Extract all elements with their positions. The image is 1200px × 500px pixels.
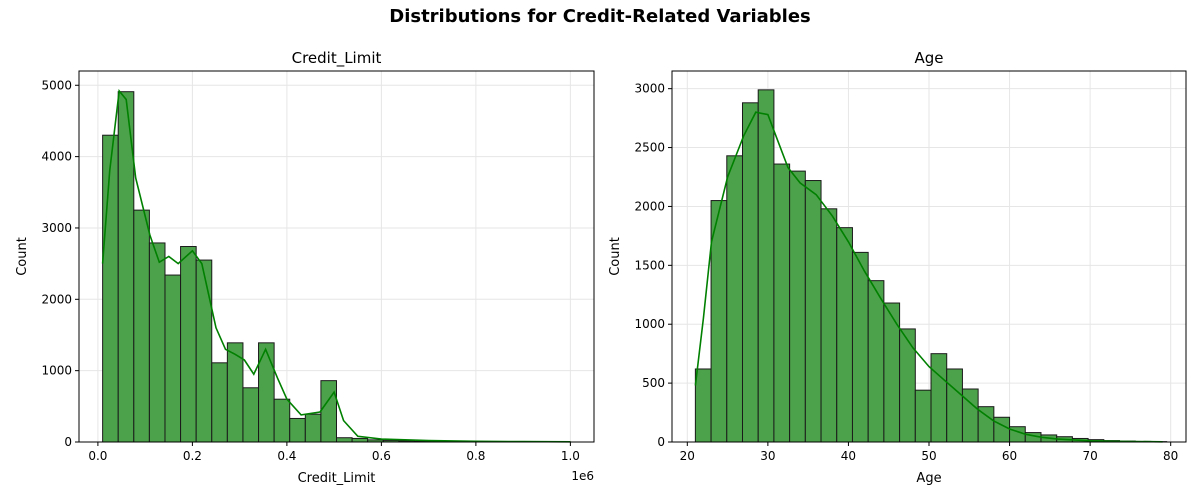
kde-line: [694, 111, 1163, 443]
histogram-bar: [836, 227, 853, 443]
histogram-bar: [211, 362, 228, 443]
histogram-bar: [726, 155, 743, 443]
histogram-bar: [820, 208, 838, 443]
figure-title: Distributions for Credit-Related Variabl…: [389, 6, 811, 27]
x-tick-label: 1.0: [561, 449, 580, 463]
kde-line: [101, 89, 571, 443]
subplot-title: Credit_Limit: [292, 49, 382, 68]
y-tick-label: 2000: [634, 199, 665, 213]
histogram-bar: [195, 259, 213, 443]
y-tick-label: 4000: [41, 150, 72, 164]
x-tick-label: 0.2: [183, 449, 202, 463]
histogram-bar: [320, 380, 338, 443]
histogram-bar: [304, 413, 322, 443]
subplot-0: 0.0 0.2 0.4 0.6 0.8 1.0 0 1000 2000 3000 4000 5000 1…: [15, 49, 595, 486]
y-tick-label: 5000: [41, 78, 72, 92]
histogram-bar: [946, 368, 963, 443]
histogram-bar: [289, 417, 306, 443]
histogram-bar: [741, 102, 759, 443]
histogram-bar: [867, 280, 885, 443]
histogram-bar: [773, 163, 791, 443]
histogram-bar: [102, 134, 119, 443]
x-tick-label: 0.6: [372, 449, 391, 463]
histogram-bar: [180, 246, 197, 443]
x-tick-label: 70: [1082, 449, 1097, 463]
y-axis-label: Count: [608, 237, 623, 276]
x-tick-label: 0.8: [466, 449, 485, 463]
histogram-bar: [164, 274, 182, 443]
y-tick-label: 3000: [634, 82, 665, 96]
x-tick-label: 50: [921, 449, 936, 463]
y-tick-label: 0: [657, 435, 665, 449]
histogram-bar: [694, 368, 712, 443]
histogram-bar: [804, 180, 822, 443]
histogram-bar: [242, 387, 260, 443]
y-tick-label: 1000: [41, 364, 72, 378]
histogram-bar: [148, 242, 166, 443]
x-tick-label: 0.4: [277, 449, 296, 463]
x-tick-label: 80: [1163, 449, 1178, 463]
histogram-bar: [273, 398, 291, 443]
histogram-bar: [757, 89, 775, 443]
histogram-bar: [930, 353, 948, 443]
histogram-bar: [351, 437, 369, 443]
y-tick-label: 1000: [634, 317, 665, 331]
histogram-bar: [993, 416, 1011, 443]
x-tick-label: 40: [841, 449, 856, 463]
x-axis-label: Age: [916, 471, 941, 486]
x-tick-label: 20: [680, 449, 695, 463]
x-tick-label: 30: [760, 449, 775, 463]
histogram-bar: [851, 251, 869, 443]
axes-frame: [78, 70, 595, 443]
histogram-bar: [789, 170, 806, 443]
y-tick-label: 2000: [41, 292, 72, 306]
x-tick-label: 0.0: [88, 449, 107, 463]
x-offset-label: 1e6: [571, 469, 594, 483]
subplot-title: Age: [914, 49, 943, 67]
y-tick-label: 500: [642, 376, 665, 390]
y-tick-label: 3000: [41, 221, 72, 235]
x-axis-label: Credit_Limit: [298, 471, 376, 486]
histogram-bar: [914, 389, 932, 443]
y-tick-label: 1500: [634, 258, 665, 272]
histogram-bar: [133, 209, 150, 443]
subplot-1: 20 30 40 50 60 70 80 0 500 1000 1500 2000 2500 3000 Ag…: [608, 49, 1187, 486]
y-axis-label: Count: [15, 237, 30, 276]
y-tick-label: 2500: [634, 141, 665, 155]
histogram-bar: [899, 328, 916, 443]
y-tick-label: 0: [64, 435, 72, 449]
histogram-bar: [961, 388, 979, 443]
histogram-bar: [336, 437, 353, 443]
x-tick-label: 60: [1002, 449, 1017, 463]
